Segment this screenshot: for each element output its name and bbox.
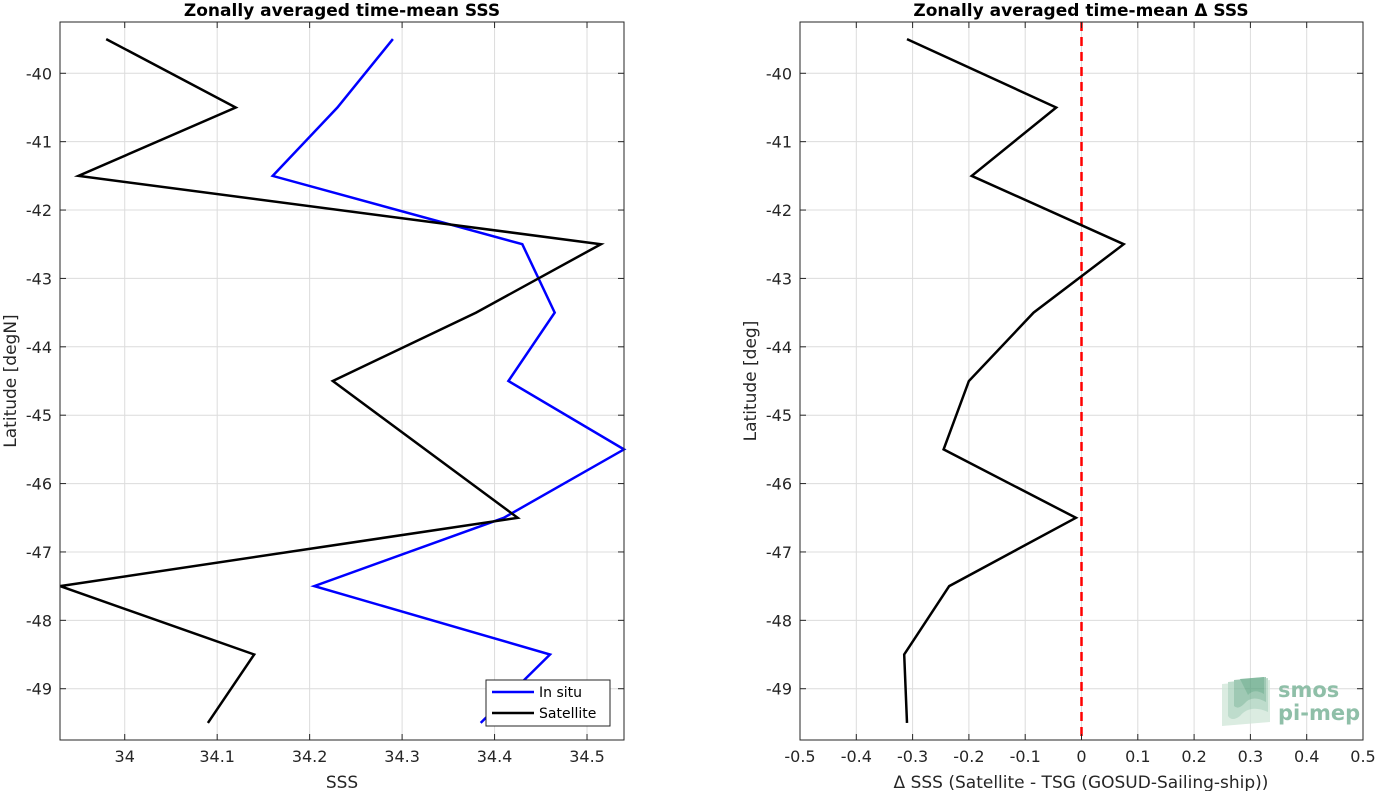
legend-label-in-situ: In situ (539, 685, 582, 701)
delta-y-tick-label: -43 (766, 269, 792, 288)
delta-y-axis-label: Latitude [deg] (741, 321, 761, 442)
sss-y-tick-label: -47 (26, 543, 52, 562)
sss-y-tick-label: -43 (26, 269, 52, 288)
delta-series (902, 37, 1127, 723)
delta-x-tick-label: -0.3 (897, 747, 928, 766)
sss-axes-box (59, 21, 625, 741)
delta-y-tick-label: -41 (766, 133, 792, 152)
delta-line-series-0 (902, 37, 1127, 723)
sss-legend: In situ Satellite (485, 679, 611, 727)
sss-line-in-situ (270, 38, 627, 724)
logo-graphic (1222, 677, 1270, 726)
sss-grid (60, 22, 624, 740)
delta-x-tick-label: 0.1 (1125, 747, 1150, 766)
logo-text-smos: smos (1278, 678, 1339, 702)
delta-y-tick-label: -48 (766, 611, 792, 630)
delta-y-tick-label: -44 (766, 338, 792, 357)
legend-box (485, 679, 611, 727)
sss-series (59, 37, 627, 724)
sss-y-tick-label: -42 (26, 201, 52, 220)
delta-y-tick-label: -46 (766, 475, 792, 494)
smos-pi-mep-logo: smos pi-mep (1222, 677, 1360, 726)
sss-x-tick-label: 34.5 (569, 747, 605, 766)
delta-title: Zonally averaged time-mean Δ SSS (913, 1, 1248, 21)
legend-label-satellite: Satellite (539, 706, 596, 722)
sss-ticks: 34 34.1 34.2 34.3 34.4 34.5 -40 -41 -42 -43 -44 -45… (26, 22, 624, 766)
sss-plot-area (60, 22, 624, 740)
sss-y-tick-label: -48 (26, 611, 52, 630)
delta-x-tick-label: -0.2 (953, 747, 984, 766)
sss-panel: 34 34.1 34.2 34.3 34.4 34.5 -40 -41 -42 -43 -44 -45… (1, 1, 627, 791)
sss-y-tick-label: -45 (26, 406, 52, 425)
delta-x-tick-label: 0.3 (1238, 747, 1263, 766)
sss-x-tick-label: 34.4 (477, 747, 513, 766)
sss-y-axis-label: Latitude [degN] (1, 314, 21, 447)
sss-x-tick-label: 34.2 (292, 747, 328, 766)
delta-y-tick-label: -42 (766, 201, 792, 220)
delta-y-tick-label: -47 (766, 543, 792, 562)
sss-y-tick-label: -49 (26, 680, 52, 699)
sss-title: Zonally averaged time-mean SSS (184, 1, 500, 21)
delta-sss-panel: -0.5 -0.4 -0.3 -0.2 -0.1 0 0.1 0.2 0.3 0.4 0.5 -40 -… (741, 1, 1376, 791)
delta-y-tick-label: -40 (766, 64, 792, 83)
sss-y-tick-label: -44 (26, 338, 52, 357)
delta-x-tick-label: -0.5 (784, 747, 815, 766)
sss-y-tick-label: -40 (26, 64, 52, 83)
delta-y-tick-label: -45 (766, 406, 792, 425)
delta-x-tick-label: 0.2 (1181, 747, 1206, 766)
sss-x-tick-label: 34 (115, 747, 135, 766)
sss-x-tick-label: 34.1 (199, 747, 235, 766)
delta-x-tick-label: -0.4 (841, 747, 872, 766)
sss-y-tick-label: -41 (26, 133, 52, 152)
sss-line-satellite (59, 37, 605, 724)
delta-ticks: -0.5 -0.4 -0.3 -0.2 -0.1 0 0.1 0.2 0.3 0.4 0.5 -40 -… (766, 22, 1376, 766)
logo-text-pi-mep: pi-mep (1278, 701, 1360, 725)
delta-x-axis-label: Δ SSS (Satellite - TSG (GOSUD-Sailing-sh… (894, 773, 1269, 791)
delta-x-tick-label: 0 (1076, 747, 1086, 766)
delta-x-tick-label: 0.5 (1350, 747, 1375, 766)
delta-y-tick-label: -49 (766, 680, 792, 699)
sss-y-tick-label: -46 (26, 475, 52, 494)
delta-x-tick-label: -0.1 (1010, 747, 1041, 766)
delta-x-tick-label: 0.4 (1294, 747, 1319, 766)
sss-x-tick-label: 34.3 (384, 747, 420, 766)
sss-x-axis-label: SSS (326, 773, 358, 791)
